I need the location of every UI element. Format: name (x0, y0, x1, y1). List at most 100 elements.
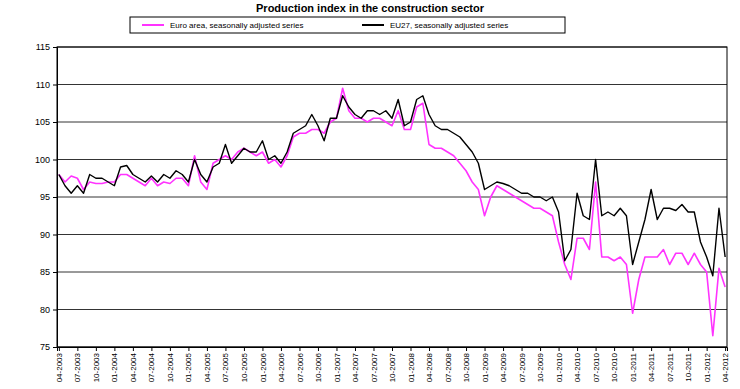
x-tick-label: 04-2010 (573, 352, 582, 382)
y-tick-label: 105 (35, 117, 50, 127)
x-tick-label: 07-2011 (666, 352, 675, 381)
x-tick: 07-2011 (666, 347, 675, 382)
x-tick-mark (225, 347, 226, 351)
legend-box (130, 17, 565, 33)
x-tick-label: 04-2003 (55, 352, 64, 382)
x-tick-mark (448, 347, 449, 351)
series-line (59, 96, 725, 276)
grid (57, 47, 727, 347)
x-tick: 01-2004 (110, 347, 119, 382)
x-tick-label: 10-2006 (314, 352, 323, 382)
x-tick-label: 10-2010 (610, 352, 619, 382)
x-tick-label: 07-2008 (444, 352, 453, 382)
title: Production index in the construction sec… (256, 2, 485, 14)
x-tick-label: 07-2010 (592, 352, 601, 382)
x-tick-label: 10-2003 (92, 352, 101, 382)
y-tick-mark (53, 310, 57, 311)
x-tick: 01-2010 (555, 347, 564, 382)
x-tick-mark (651, 347, 652, 351)
x-tick-label: 07-2003 (73, 352, 82, 382)
x-tick-label: 01-2006 (259, 352, 268, 382)
x-tick-mark (207, 347, 208, 351)
y-tick-label: 80 (40, 305, 50, 315)
x-tick-label: 04-2009 (499, 352, 508, 382)
x-tick: 01-2007 (333, 347, 342, 382)
x-tick: 07-2003 (73, 347, 82, 382)
y-tick-mark (53, 122, 57, 123)
x-tick-mark (466, 347, 467, 351)
legend-label: Euro area, seasonally adjusted series (170, 21, 303, 30)
x-tick: 04-2004 (129, 347, 138, 382)
x-tick-label: 01-2004 (110, 352, 119, 382)
x-tick: 07-2009 (518, 347, 527, 382)
x-tick-label: 01-2010 (555, 352, 564, 382)
x-tick-mark (577, 347, 578, 351)
x-tick: 07-2010 (592, 347, 601, 382)
x-tick-label: 01-2008 (407, 352, 416, 382)
x-tick-label: 07-2007 (370, 352, 379, 382)
y-axis: 7580859095100105110115 (35, 42, 58, 352)
x-tick: 10-2009 (536, 347, 545, 382)
y-tick-label: 110 (36, 80, 50, 90)
y-tick-label: 115 (36, 42, 50, 52)
x-tick: 07-2004 (147, 347, 156, 382)
legend: Euro area, seasonally adjusted series EU2… (130, 17, 565, 33)
x-tick: 04-2012 (721, 347, 730, 382)
x-tick-mark (114, 347, 115, 351)
x-tick-mark (540, 347, 541, 351)
plot-frame (57, 47, 727, 347)
x-tick-mark (151, 347, 152, 351)
x-tick-mark (559, 347, 560, 351)
grid-line (57, 272, 727, 273)
grid-line (57, 159, 727, 160)
grid-line (57, 122, 727, 123)
legend-label: EU27, seasonally adjusted series (390, 21, 508, 30)
x-tick-mark (614, 347, 615, 351)
x-tick-mark (96, 347, 97, 351)
x-tick: 10-2010 (610, 347, 619, 382)
x-tick-label: 10-2004 (166, 352, 175, 382)
y-tick-mark (53, 47, 57, 48)
x-tick-mark (485, 347, 486, 351)
x-tick-label: 01-2011 (629, 352, 638, 381)
y-tick-mark (53, 235, 57, 236)
x-tick: 04-2011 (647, 347, 656, 382)
y-tick: 85 (40, 267, 57, 277)
x-tick: 04-2007 (351, 347, 360, 382)
x-tick-mark (670, 347, 671, 351)
x-tick-label: 01-2007 (333, 352, 342, 382)
grid-line (57, 84, 727, 85)
x-tick-mark (188, 347, 189, 351)
x-tick: 10-2007 (388, 347, 397, 382)
y-tick-label: 85 (40, 267, 50, 277)
x-tick: 01-2006 (259, 347, 268, 382)
y-tick-mark (53, 160, 57, 161)
x-tick-mark (244, 347, 245, 351)
y-tick: 95 (40, 192, 57, 202)
x-tick-label: 10-2009 (536, 352, 545, 382)
x-tick-label: 04-2012 (721, 352, 730, 382)
grid-line (57, 197, 727, 198)
y-tick-label: 75 (40, 342, 50, 352)
x-tick-mark (725, 347, 726, 351)
x-tick-label: 04-2005 (203, 352, 212, 382)
chart: Production index in the construction sec… (0, 0, 740, 389)
x-tick: 01-2005 (184, 347, 193, 382)
x-tick: 07-2008 (444, 347, 453, 382)
x-tick: 04-2009 (499, 347, 508, 382)
legend-swatch (362, 24, 384, 26)
x-tick-mark (373, 347, 374, 351)
x-tick-mark (59, 347, 60, 351)
x-tick: 04-2010 (573, 347, 582, 382)
x-tick-label: 07-2009 (518, 352, 527, 382)
x-tick: 01-2009 (481, 347, 490, 382)
x-tick-mark (299, 347, 300, 351)
plot: 758085909510010511011504-200307-200310-2… (35, 42, 730, 382)
legend-swatch (142, 24, 164, 26)
grid-line (57, 234, 727, 235)
x-tick: 10-2011 (684, 347, 693, 382)
x-tick-mark (707, 347, 708, 351)
x-tick: 04-2006 (277, 347, 286, 382)
x-tick-mark (503, 347, 504, 351)
x-tick-label: 01-2012 (703, 352, 712, 382)
